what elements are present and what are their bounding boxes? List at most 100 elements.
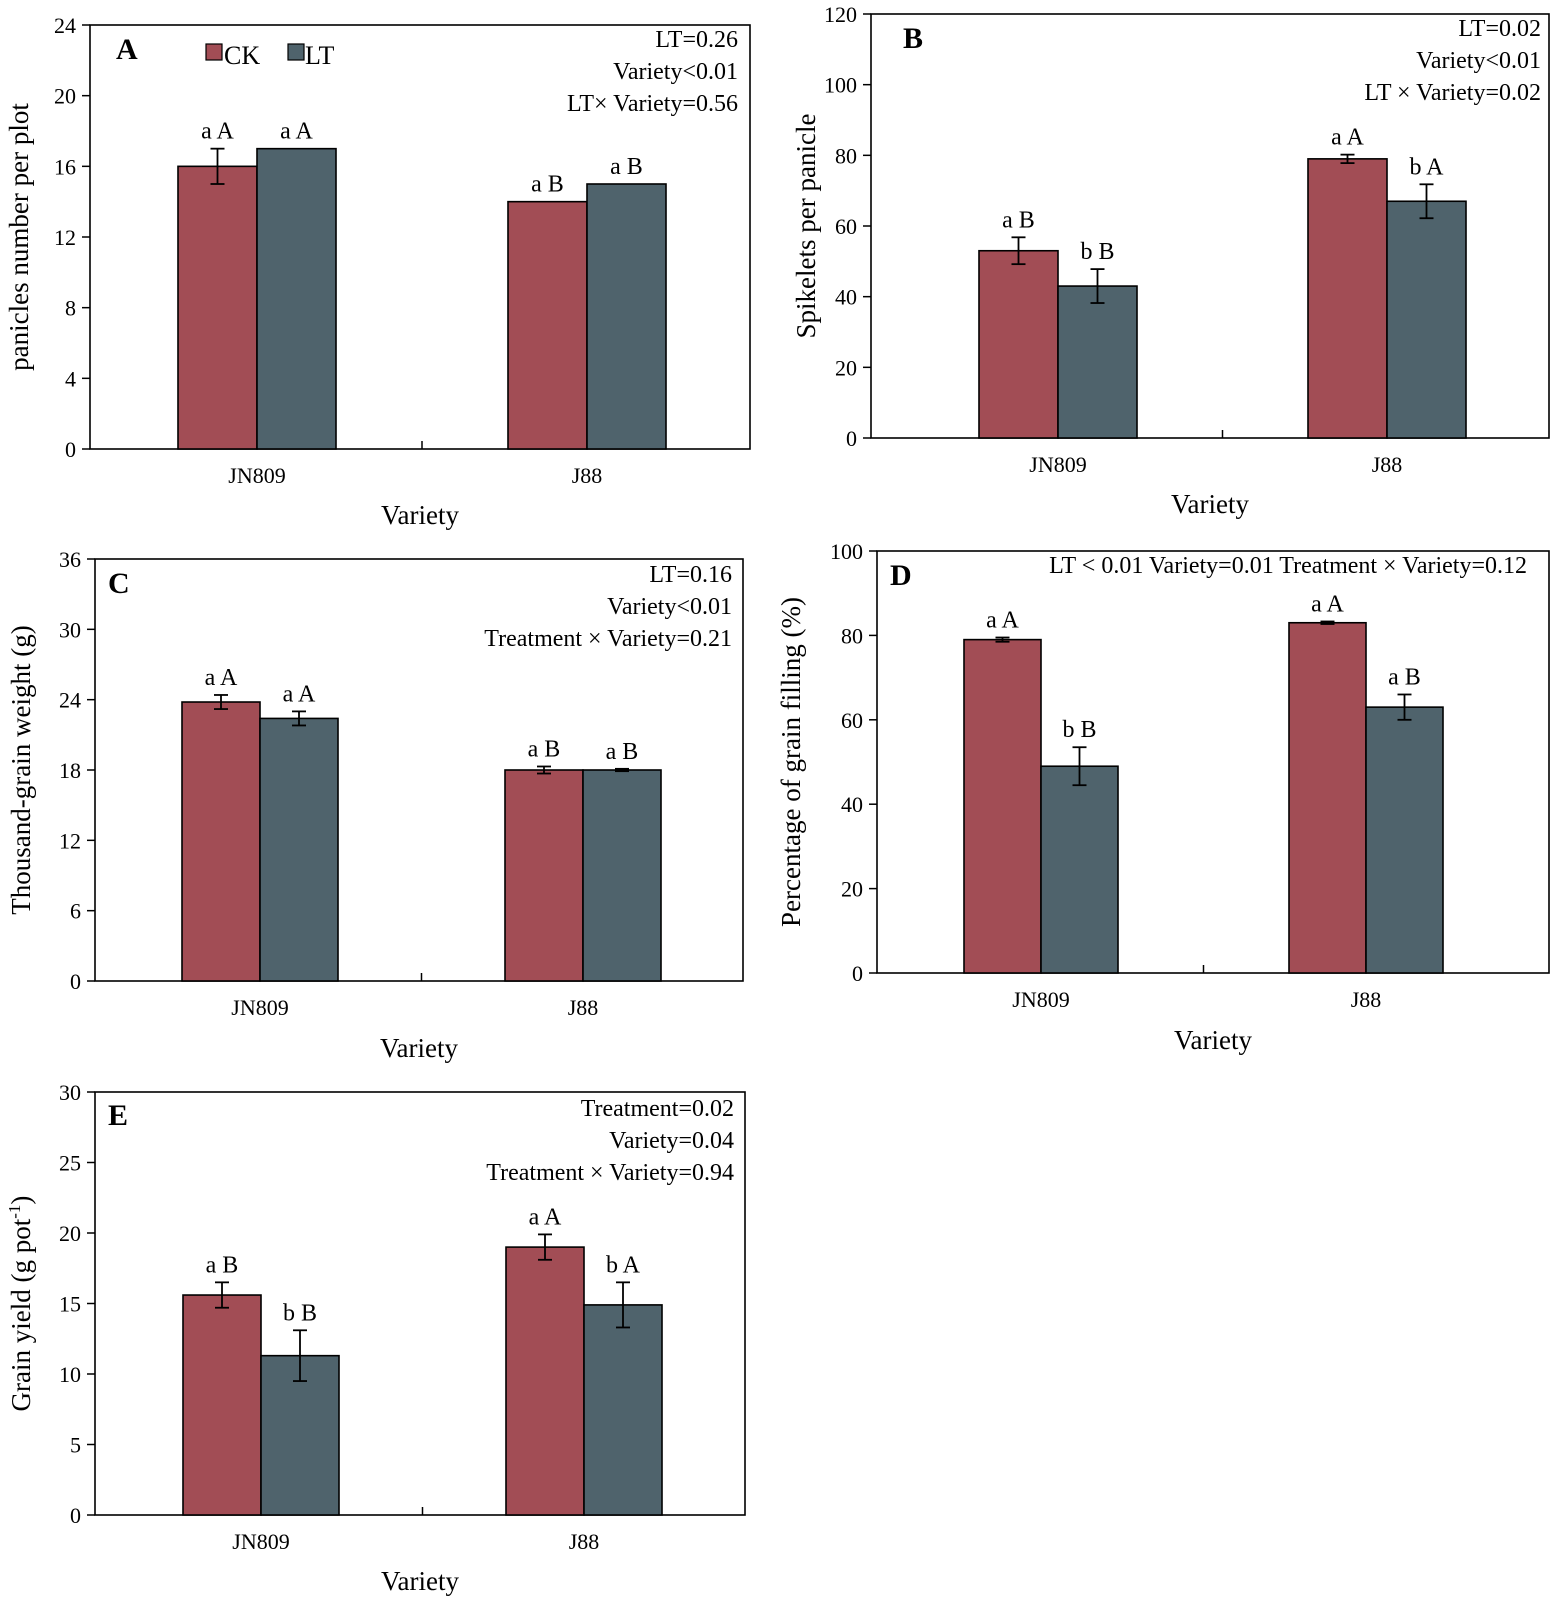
stats-annotation: Treatment × Variety=0.21 bbox=[484, 626, 732, 652]
y-tick-label: 16 bbox=[54, 154, 76, 179]
bar-lt-jn809 bbox=[256, 147, 337, 450]
y-tick-label: 20 bbox=[835, 355, 857, 380]
bar-lt-j88 bbox=[1386, 200, 1467, 439]
bar-lt-j88 bbox=[586, 183, 667, 450]
y-tick-label: 10 bbox=[59, 1362, 81, 1387]
x-tick-label: JN809 bbox=[231, 995, 288, 1020]
y-tick-label: 30 bbox=[59, 617, 81, 642]
significance-label: a B bbox=[1002, 207, 1035, 233]
y-axis-label: Thousand-grain weight (g) bbox=[6, 625, 36, 914]
y-tick-label: 20 bbox=[841, 877, 863, 902]
bar-ck-jn809 bbox=[181, 701, 261, 982]
legend-swatch-ck bbox=[205, 43, 223, 61]
y-tick-label: 18 bbox=[59, 758, 81, 783]
y-tick-label: 25 bbox=[59, 1151, 81, 1176]
bar-ck-j88 bbox=[505, 1246, 585, 1516]
significance-label: b B bbox=[283, 1300, 317, 1326]
y-axis-label-sup: -1 bbox=[5, 1205, 24, 1219]
y-tick-label: 4 bbox=[65, 366, 76, 391]
bar-ck-jn809 bbox=[963, 638, 1042, 974]
stats-annotation: Treatment=0.02 bbox=[581, 1096, 734, 1122]
panel-a: 0 4 8 12 16 20 24 JN809 J88 Variety panicles numbe… bbox=[4, 13, 751, 530]
bar-ck-jn809 bbox=[177, 165, 258, 450]
y-axis-label-text: Percentage of grain filling (%) bbox=[776, 597, 806, 927]
stats-annotation: LT=0.16 bbox=[649, 562, 732, 588]
stats-annotation: LT=0.26 bbox=[655, 27, 738, 53]
y-tick-label: 0 bbox=[852, 961, 863, 986]
x-axis-label: Variety bbox=[381, 1566, 459, 1596]
y-tick-label: 100 bbox=[830, 539, 863, 564]
bar-ck-j88 bbox=[1307, 158, 1388, 439]
y-tick-label: 12 bbox=[59, 828, 81, 853]
plot-frame bbox=[876, 550, 1550, 974]
stats-annotation: LT=0.02 bbox=[1458, 16, 1541, 42]
significance-label: b B bbox=[1080, 239, 1114, 265]
significance-label: a B bbox=[528, 736, 561, 762]
bar-ck-jn809 bbox=[978, 249, 1059, 439]
y-axis-label: panicles number per plot bbox=[4, 103, 34, 371]
bar-ck-j88 bbox=[504, 769, 584, 982]
x-axis-label: Variety bbox=[380, 1033, 458, 1063]
significance-label: a A bbox=[205, 665, 238, 691]
y-tick-label: 100 bbox=[824, 73, 857, 98]
stats-annotation: Treatment × Variety=0.94 bbox=[486, 1160, 734, 1186]
significance-label: a A bbox=[529, 1204, 562, 1230]
panel-label: A bbox=[116, 33, 138, 66]
panel-label: D bbox=[890, 559, 912, 592]
x-tick-label: JN809 bbox=[228, 463, 285, 488]
legend-label-lt: LT bbox=[305, 41, 334, 70]
y-tick-label: 40 bbox=[835, 285, 857, 310]
stats-annotation: LT < 0.01 Variety=0.01 Treatment × Varie… bbox=[1049, 553, 1527, 579]
x-tick-label: J88 bbox=[568, 995, 599, 1020]
y-tick-label: 36 bbox=[59, 547, 81, 572]
bar-lt-jn809 bbox=[259, 717, 339, 982]
stats-annotation: Variety<0.01 bbox=[1416, 48, 1541, 74]
panel-d: 0 20 40 60 80 100 JN809 J88 Variety Percentage of… bbox=[776, 539, 1550, 1055]
y-axis-label: Percentage of grain filling (%) bbox=[776, 597, 806, 927]
significance-label: b B bbox=[1062, 717, 1096, 743]
significance-label: b A bbox=[1409, 154, 1444, 180]
bar-ck-j88 bbox=[507, 200, 588, 450]
significance-label: a A bbox=[283, 681, 316, 707]
significance-label: a B bbox=[206, 1252, 239, 1278]
y-tick-label: 0 bbox=[70, 969, 81, 994]
y-axis-label-text: Spikelets per panicle bbox=[791, 114, 821, 339]
x-tick-label: JN809 bbox=[1029, 452, 1086, 477]
y-tick-label: 40 bbox=[841, 792, 863, 817]
x-axis-label: Variety bbox=[1174, 1025, 1252, 1055]
bar-lt-j88 bbox=[1365, 706, 1444, 974]
stats-annotation: LT × Variety=0.02 bbox=[1364, 80, 1541, 106]
x-tick-label: J88 bbox=[1372, 452, 1403, 477]
bar-lt-jn809 bbox=[260, 1354, 340, 1516]
y-axis-label-text: panicles number per plot bbox=[4, 103, 34, 371]
bar-lt-j88 bbox=[582, 769, 662, 982]
y-tick-label: 30 bbox=[59, 1080, 81, 1105]
y-axis-label-text: Thousand-grain weight (g) bbox=[6, 625, 36, 914]
y-tick-label: 120 bbox=[824, 2, 857, 27]
x-tick-label: J88 bbox=[569, 1529, 600, 1554]
x-axis-label: Variety bbox=[381, 500, 459, 530]
stats-annotation: Variety=0.04 bbox=[609, 1128, 734, 1154]
legend: CK LT bbox=[205, 41, 334, 70]
y-tick-label: 80 bbox=[841, 623, 863, 648]
significance-label: a B bbox=[606, 739, 639, 765]
significance-label: a B bbox=[1388, 664, 1421, 690]
y-tick-label: 12 bbox=[54, 225, 76, 250]
significance-label: a A bbox=[201, 119, 234, 145]
stats-annotation: Variety<0.01 bbox=[607, 594, 732, 620]
panel-label: C bbox=[108, 567, 130, 600]
y-tick-label: 60 bbox=[835, 214, 857, 239]
significance-label: a B bbox=[531, 172, 564, 198]
x-tick-label: J88 bbox=[1351, 987, 1382, 1012]
y-axis-label: Spikelets per panicle bbox=[791, 114, 821, 339]
panel-c: 0 6 12 18 24 30 36 JN809 J88 Variety Thousand-grai… bbox=[6, 547, 744, 1063]
bar-lt-j88 bbox=[583, 1304, 663, 1516]
significance-label: a B bbox=[610, 154, 643, 180]
y-axis-label-end: ) bbox=[6, 1196, 36, 1205]
stats-annotation: LT× Variety=0.56 bbox=[567, 91, 738, 117]
panel-e: 0 5 10 15 20 25 30 JN809 J88 Variety Grain yield (… bbox=[5, 1080, 746, 1596]
x-tick-label: JN809 bbox=[232, 1529, 289, 1554]
x-tick-label: J88 bbox=[572, 463, 603, 488]
y-tick-label: 20 bbox=[59, 1221, 81, 1246]
